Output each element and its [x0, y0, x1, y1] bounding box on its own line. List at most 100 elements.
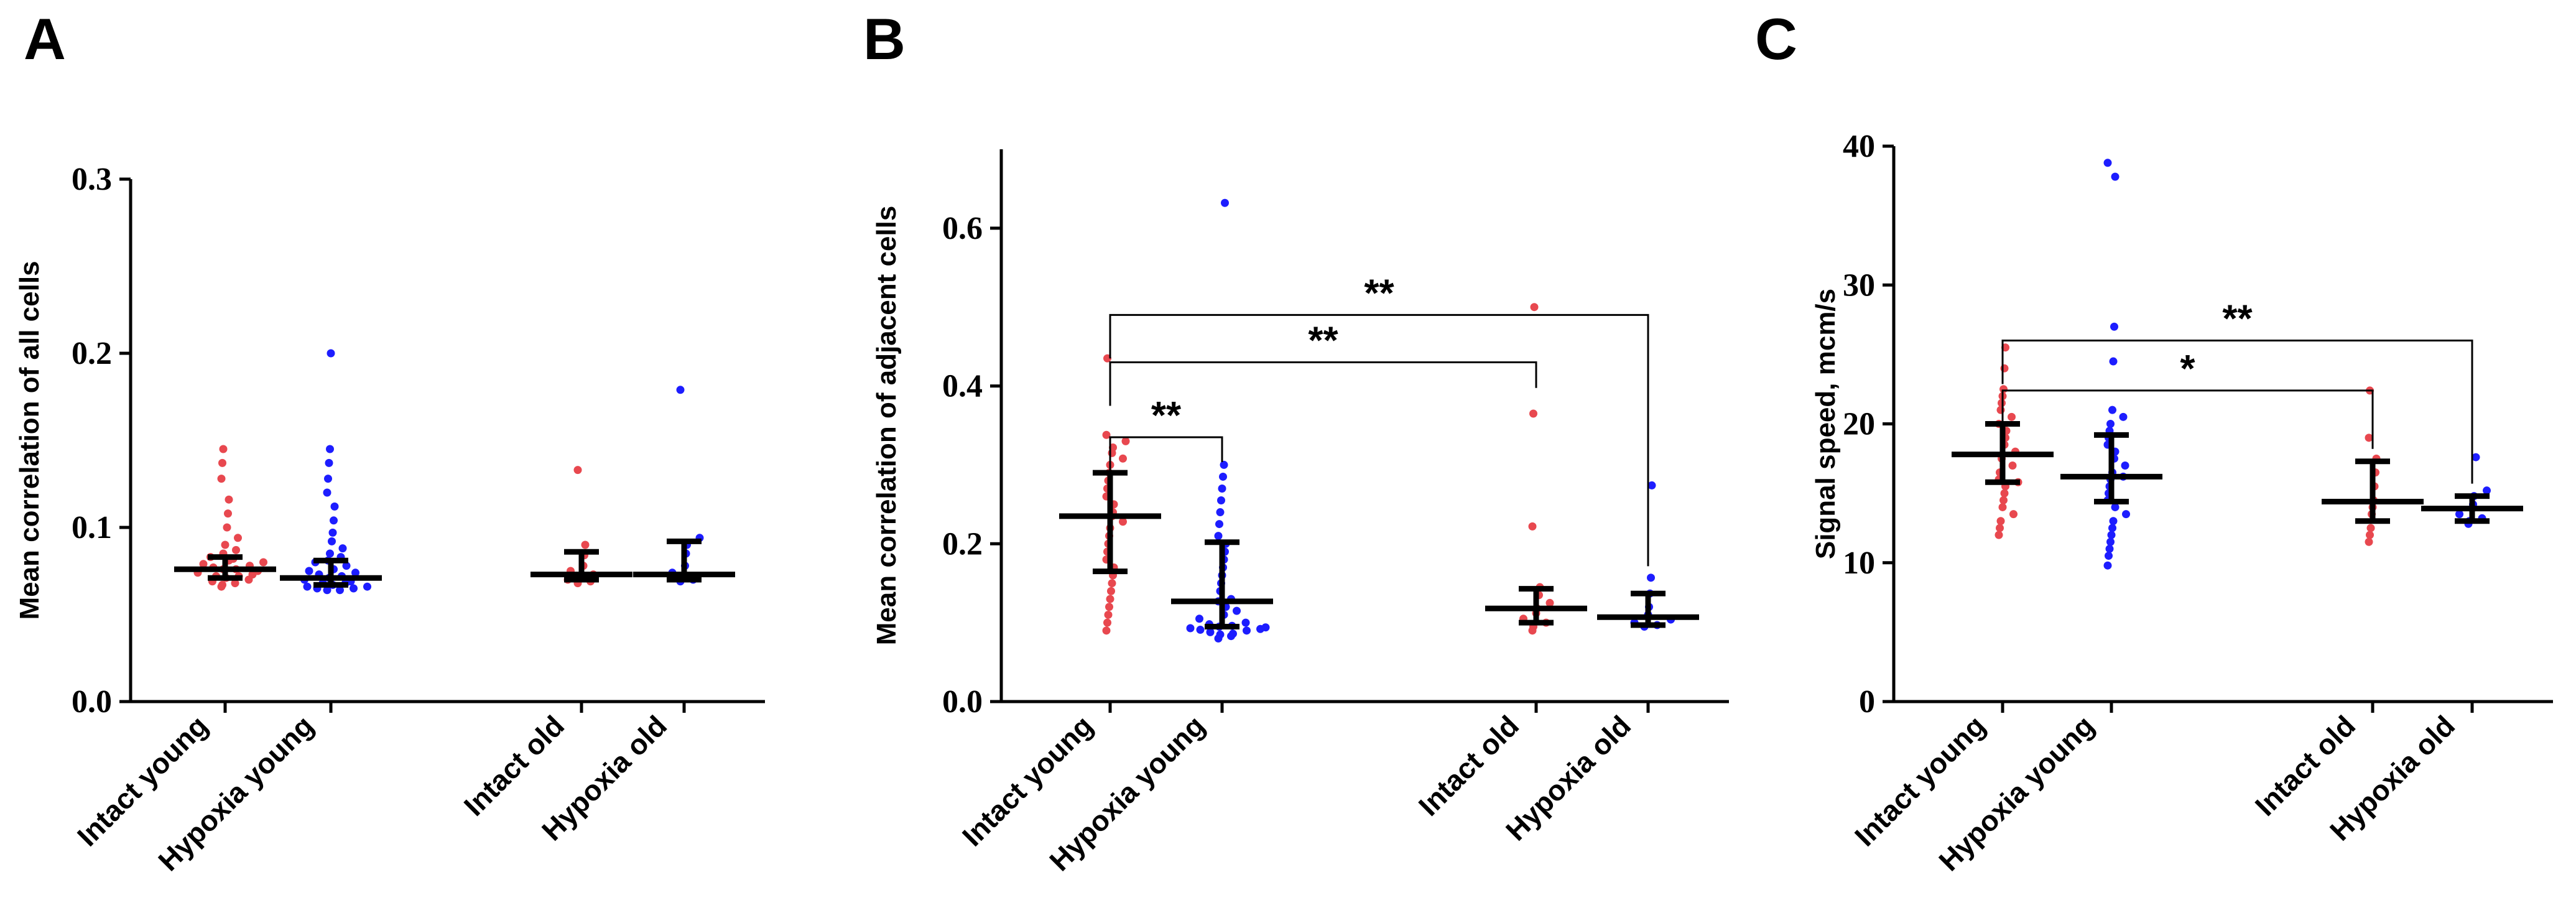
series-hypoxia-old [1597, 481, 1699, 631]
data-point [1528, 522, 1537, 531]
y-tick-label: 0.2 [72, 336, 112, 371]
significance-bracket: ** [2001, 298, 2473, 484]
data-point [1999, 496, 2008, 504]
y-axis-title: Signal speed, mcm/s [1810, 289, 1841, 559]
significance-label: * [2180, 348, 2195, 391]
data-point [218, 580, 226, 589]
significance-label: ** [1151, 394, 1182, 437]
data-point [2103, 159, 2112, 167]
data-point [1647, 481, 1656, 489]
y-tick-label: 20 [1843, 407, 1875, 442]
data-point [1998, 503, 2007, 511]
y-tick-label: 0.1 [72, 510, 112, 545]
data-point [327, 349, 335, 358]
x-category-label: Intact old [1412, 709, 1525, 822]
series-hypoxia-young [2060, 159, 2162, 570]
data-point [350, 584, 358, 593]
series-intact-old [530, 466, 632, 588]
y-tick-label: 0.0 [72, 684, 112, 720]
series-hypoxia-young [1171, 198, 1273, 643]
data-point [676, 386, 685, 394]
data-point [2000, 364, 2009, 373]
data-point [1229, 629, 1237, 638]
data-point [305, 567, 313, 575]
y-tick-label: 0.0 [942, 684, 983, 720]
significance-bracket: ** [1109, 320, 1537, 406]
data-point [1261, 623, 1270, 632]
data-point [2106, 420, 2115, 428]
data-point [1102, 626, 1111, 635]
data-point [1996, 517, 2005, 526]
data-point [199, 560, 208, 568]
data-point [2109, 357, 2118, 366]
panel-b-chart: 0.0 0.2 0.4 0.6 Mean correlation of adjacent… [871, 149, 1729, 877]
data-point [1105, 603, 1113, 611]
data-point [2106, 537, 2115, 546]
data-point [1121, 437, 1130, 445]
data-point [2366, 524, 2375, 532]
significance-bracket: ** [1109, 272, 1649, 567]
data-point [232, 545, 240, 554]
data-point [1647, 573, 1655, 582]
data-point [234, 534, 242, 542]
data-point [1216, 508, 1225, 517]
panel-a-chart: 0.0 0.1 0.2 0.3 Mean correlation of all cell… [14, 162, 765, 877]
data-point [303, 582, 312, 591]
data-point [1195, 615, 1203, 623]
significance-label: ** [2222, 298, 2253, 341]
data-point [2366, 531, 2374, 539]
data-point [1217, 496, 1225, 505]
series-intact-young [174, 445, 276, 591]
data-point [2105, 544, 2114, 553]
data-point [1996, 524, 2004, 532]
data-point [581, 540, 590, 549]
data-point [1241, 618, 1250, 627]
data-point [1233, 606, 1241, 615]
series-hypoxia-young [280, 349, 382, 595]
data-point [2009, 510, 2018, 519]
data-point [223, 523, 231, 532]
data-point [1996, 406, 2005, 414]
series-hypoxia-old [633, 386, 735, 586]
series-intact-old [1485, 303, 1587, 635]
data-point [338, 544, 347, 553]
bracket-line [1109, 436, 1223, 481]
data-point [324, 475, 332, 483]
data-point [219, 445, 228, 453]
data-point [2110, 322, 2118, 331]
data-point [336, 586, 344, 595]
data-point [2119, 412, 2128, 421]
series-intact-young [1059, 354, 1161, 635]
y-tick-label: 10 [1843, 545, 1875, 581]
data-point [1102, 430, 1111, 439]
panel-letter-b: B [863, 6, 906, 72]
data-point [1186, 624, 1195, 633]
series-hypoxia-old [2421, 453, 2523, 528]
data-point [1529, 409, 1537, 418]
data-point [231, 579, 239, 588]
significance-bracket: * [2001, 348, 2374, 449]
data-point [1243, 626, 1251, 635]
data-point [326, 445, 334, 453]
data-point [1530, 303, 1539, 312]
data-point [225, 495, 233, 504]
y-tick-label: 0.2 [942, 526, 983, 562]
data-point [2122, 510, 2130, 519]
bracket-line [2001, 340, 2473, 484]
data-point [328, 528, 337, 537]
data-point [2000, 489, 2009, 498]
data-point [221, 540, 229, 549]
data-point [363, 582, 371, 591]
data-point [1214, 532, 1223, 540]
series-intact-old [2322, 386, 2424, 546]
y-tick-label: 0.6 [942, 211, 983, 246]
data-point [573, 466, 582, 475]
y-axis-title: Mean correlation of adjacent cells [871, 206, 902, 646]
data-point [1216, 630, 1225, 639]
data-point [218, 458, 226, 467]
data-point [1106, 595, 1114, 603]
y-tick-label: 0.4 [942, 369, 983, 404]
data-point [2455, 510, 2463, 519]
data-point [323, 586, 331, 595]
